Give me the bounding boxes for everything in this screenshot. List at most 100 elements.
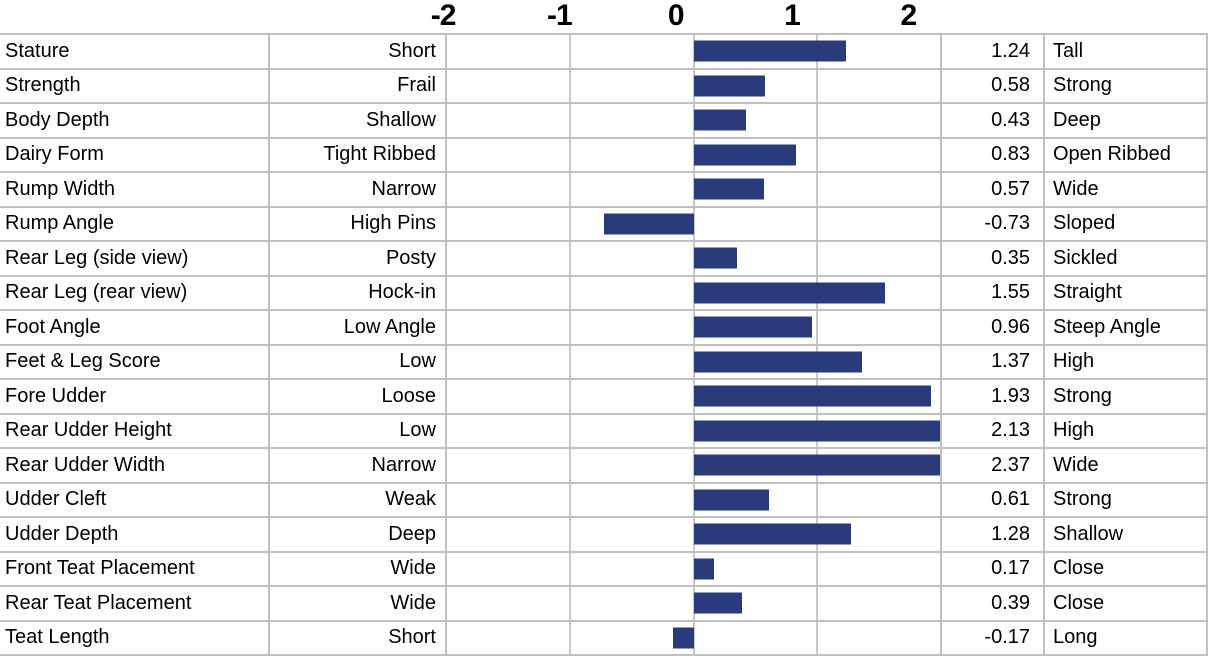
- gridline-plus1: [815, 242, 818, 275]
- high-descriptor: Steep Angle: [1053, 315, 1161, 338]
- trait-value: 1.24: [991, 39, 1030, 62]
- chart-cell: [447, 483, 942, 516]
- trait-value: 0.39: [991, 591, 1030, 614]
- gridline-minus1: [569, 380, 572, 413]
- chart-cell: [447, 345, 942, 378]
- trait-value-bar: [693, 351, 863, 373]
- table-row: Body Depth Shallow 0.43 Deep: [0, 104, 1208, 139]
- trait-value: 0.17: [991, 557, 1030, 580]
- high-descriptor: Close: [1053, 591, 1105, 614]
- table-row: Rear Udder Height Low 2.13 High: [0, 414, 1208, 449]
- low-descriptor: Low: [399, 419, 436, 442]
- gridline-minus1: [569, 449, 572, 482]
- low-descriptor-cell: Frail: [270, 69, 447, 102]
- trait-table: Stature Short 1.24 Tall Strength Frail: [0, 33, 1208, 656]
- gridline-minus1: [569, 414, 572, 447]
- value-cell: 0.17: [942, 552, 1045, 585]
- low-descriptor: Frail: [397, 74, 436, 97]
- trait-value: 0.96: [991, 315, 1030, 338]
- trait-name-cell: Rump Width: [0, 173, 270, 206]
- axis-tick-label: -1: [547, 0, 573, 32]
- high-descriptor-cell: High: [1045, 414, 1208, 447]
- low-descriptor-cell: Short: [270, 35, 447, 68]
- high-descriptor: Strong: [1053, 384, 1112, 407]
- trait-name-cell: Rear Udder Width: [0, 449, 270, 482]
- gridline-zero: [692, 621, 695, 654]
- value-cell: 0.96: [942, 311, 1045, 344]
- table-row: Rump Width Narrow 0.57 Wide: [0, 173, 1208, 208]
- trait-name: Feet & Leg Score: [5, 350, 161, 373]
- low-descriptor-cell: Low: [270, 345, 447, 378]
- axis-tick-label: 2: [900, 0, 917, 32]
- low-descriptor-cell: Wide: [270, 552, 447, 585]
- trait-value-bar: [693, 420, 940, 442]
- low-descriptor: Hock-in: [368, 281, 436, 304]
- trait-name: Foot Angle: [5, 315, 101, 338]
- low-descriptor: Low Angle: [343, 315, 436, 338]
- high-descriptor-cell: Straight: [1045, 276, 1208, 309]
- low-descriptor: Tight Ribbed: [323, 143, 436, 166]
- low-descriptor-cell: Narrow: [270, 173, 447, 206]
- trait-value-bar: [693, 40, 847, 62]
- high-descriptor: Wide: [1053, 177, 1099, 200]
- low-descriptor-cell: Low: [270, 414, 447, 447]
- trait-name: Dairy Form: [5, 143, 104, 166]
- chart-cell: [447, 311, 942, 344]
- value-cell: 0.61: [942, 483, 1045, 516]
- trait-name-cell: Rear Leg (side view): [0, 242, 270, 275]
- chart-cell: [447, 380, 942, 413]
- trait-name-cell: Udder Depth: [0, 518, 270, 551]
- table-row: Rear Teat Placement Wide 0.39 Close: [0, 587, 1208, 622]
- high-descriptor-cell: Long: [1045, 621, 1208, 654]
- low-descriptor: Low: [399, 350, 436, 373]
- trait-name-cell: Rear Udder Height: [0, 414, 270, 447]
- table-row: Udder Cleft Weak 0.61 Strong: [0, 483, 1208, 518]
- value-cell: 1.37: [942, 345, 1045, 378]
- gridline-minus1: [569, 276, 572, 309]
- trait-name: Rear Udder Width: [5, 453, 166, 476]
- chart-cell: [447, 242, 942, 275]
- table-row: Rump Angle High Pins -0.73 Sloped: [0, 207, 1208, 242]
- trait-value-bar: [603, 213, 694, 235]
- gridline-plus1: [815, 621, 818, 654]
- high-descriptor-cell: Sloped: [1045, 207, 1208, 240]
- gridline-plus1: [815, 587, 818, 620]
- gridline-minus1: [569, 621, 572, 654]
- chart-cell: [447, 207, 942, 240]
- high-descriptor-cell: Strong: [1045, 380, 1208, 413]
- low-descriptor-cell: Short: [270, 621, 447, 654]
- value-cell: -0.73: [942, 207, 1045, 240]
- high-descriptor: Shallow: [1053, 522, 1124, 545]
- high-descriptor-cell: Close: [1045, 552, 1208, 585]
- high-descriptor: Wide: [1053, 453, 1099, 476]
- high-descriptor-cell: Wide: [1045, 173, 1208, 206]
- gridline-plus1: [815, 104, 818, 137]
- low-descriptor: Shallow: [365, 108, 436, 131]
- table-row: Foot Angle Low Angle 0.96 Steep Angle: [0, 311, 1208, 346]
- trait-value-bar: [693, 282, 885, 304]
- trait-name-cell: Teat Length: [0, 621, 270, 654]
- table-row: Rear Udder Width Narrow 2.37 Wide: [0, 449, 1208, 484]
- chart-cell: [447, 138, 942, 171]
- gridline-minus1: [569, 207, 572, 240]
- low-descriptor-cell: Shallow: [270, 104, 447, 137]
- trait-name: Udder Depth: [5, 522, 119, 545]
- trait-name: Udder Cleft: [5, 488, 107, 511]
- value-cell: 0.57: [942, 173, 1045, 206]
- trait-value: 1.28: [991, 522, 1030, 545]
- chart-cell: [447, 621, 942, 654]
- trait-name: Rear Teat Placement: [5, 591, 192, 614]
- trait-value: 0.35: [991, 246, 1030, 269]
- value-cell: 0.43: [942, 104, 1045, 137]
- trait-value: 2.37: [991, 453, 1030, 476]
- table-row: Rear Leg (side view) Posty 0.35 Sickled: [0, 242, 1208, 277]
- high-descriptor: Straight: [1053, 281, 1122, 304]
- value-cell: 0.39: [942, 587, 1045, 620]
- trait-name: Rear Udder Height: [5, 419, 172, 442]
- high-descriptor-cell: Tall: [1045, 35, 1208, 68]
- trait-name-cell: Rear Teat Placement: [0, 587, 270, 620]
- value-cell: -0.17: [942, 621, 1045, 654]
- high-descriptor: Open Ribbed: [1053, 143, 1171, 166]
- gridline-plus1: [815, 207, 818, 240]
